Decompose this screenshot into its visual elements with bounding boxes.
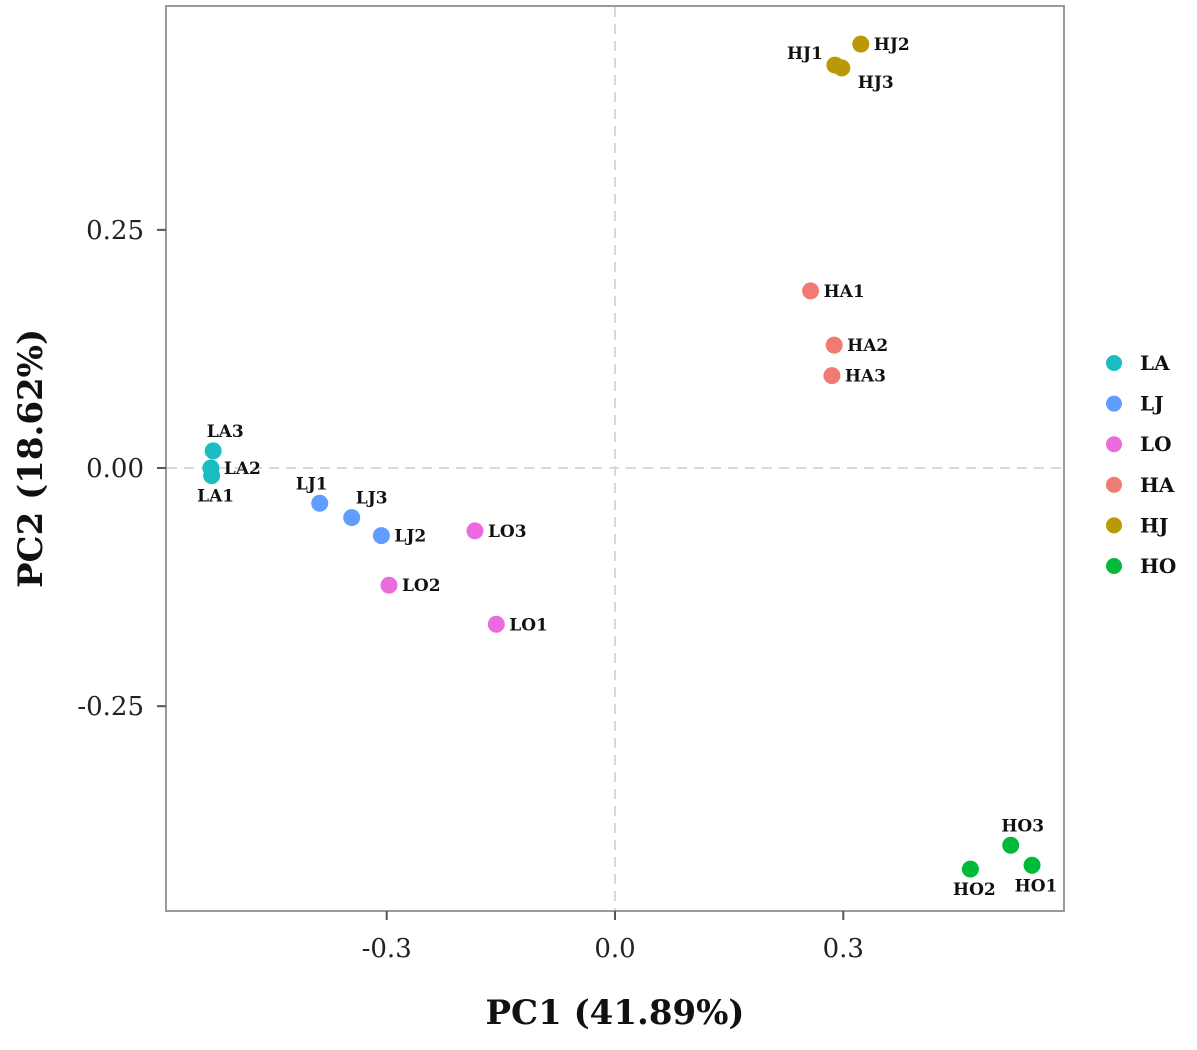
point-label-la2: LA2	[224, 459, 261, 479]
y-axis-title: PC2 (18.62%)	[11, 329, 51, 588]
legend-key-lj	[1106, 395, 1122, 412]
y-tick-label: 0.25	[86, 216, 144, 246]
data-point-hj2	[852, 35, 870, 53]
point-label-la3: LA3	[207, 422, 244, 442]
x-tick-label: 0.0	[594, 934, 635, 964]
point-label-lj2: LJ2	[394, 527, 426, 547]
data-point-ha3	[823, 367, 841, 385]
legend-label-hj: HJ	[1140, 513, 1168, 537]
legend-label-ho: HO	[1140, 554, 1176, 578]
data-point-ho2	[961, 860, 979, 878]
point-label-hj3: HJ3	[858, 73, 894, 93]
point-label-ho2: HO2	[953, 880, 996, 900]
point-label-lo1: LO1	[509, 615, 548, 635]
y-tick-label: 0.00	[86, 454, 144, 484]
legend-label-lo: LO	[1140, 432, 1171, 456]
point-label-hj2: HJ2	[874, 35, 910, 55]
data-point-ho1	[1023, 856, 1041, 874]
legend-key-lo	[1106, 436, 1122, 453]
data-point-lj3	[343, 509, 361, 527]
y-tick-label: -0.25	[77, 692, 144, 722]
legend-label-ha: HA	[1140, 473, 1175, 497]
legend-key-ha	[1106, 476, 1122, 493]
data-point-la1	[203, 467, 221, 485]
x-tick-label: 0.3	[823, 934, 864, 964]
legend-key-ho	[1106, 558, 1122, 574]
data-point-lo1	[487, 615, 505, 633]
point-label-lj1: LJ1	[296, 474, 328, 494]
data-point-lj2	[372, 527, 390, 545]
point-label-ha2: HA2	[847, 336, 888, 356]
point-label-ha1: HA1	[824, 282, 865, 302]
data-point-lo2	[380, 576, 398, 594]
point-label-lo2: LO2	[402, 576, 441, 596]
data-point-lj1	[311, 494, 329, 512]
point-label-ho3: HO3	[1001, 816, 1044, 836]
point-label-ho1: HO1	[1015, 876, 1058, 896]
data-point-lo3	[466, 522, 484, 540]
data-point-hj3	[833, 59, 851, 77]
point-label-hj1: HJ1	[787, 44, 823, 64]
x-axis-title: PC1 (41.89%)	[485, 993, 744, 1033]
legend-label-la: LA	[1140, 351, 1170, 375]
data-point-la3	[204, 442, 222, 460]
x-tick-label: -0.3	[362, 934, 412, 964]
point-label-ha3: HA3	[845, 367, 886, 387]
data-point-ha2	[825, 336, 843, 354]
point-label-la1: LA1	[197, 487, 234, 507]
legend-label-lj: LJ	[1140, 392, 1164, 416]
point-label-lj3: LJ3	[356, 489, 388, 509]
point-label-lo3: LO3	[488, 522, 527, 542]
legend-key-hj	[1106, 517, 1122, 534]
data-point-ha1	[802, 282, 820, 300]
legend-key-la	[1106, 355, 1122, 371]
data-point-ho3	[1002, 836, 1020, 854]
